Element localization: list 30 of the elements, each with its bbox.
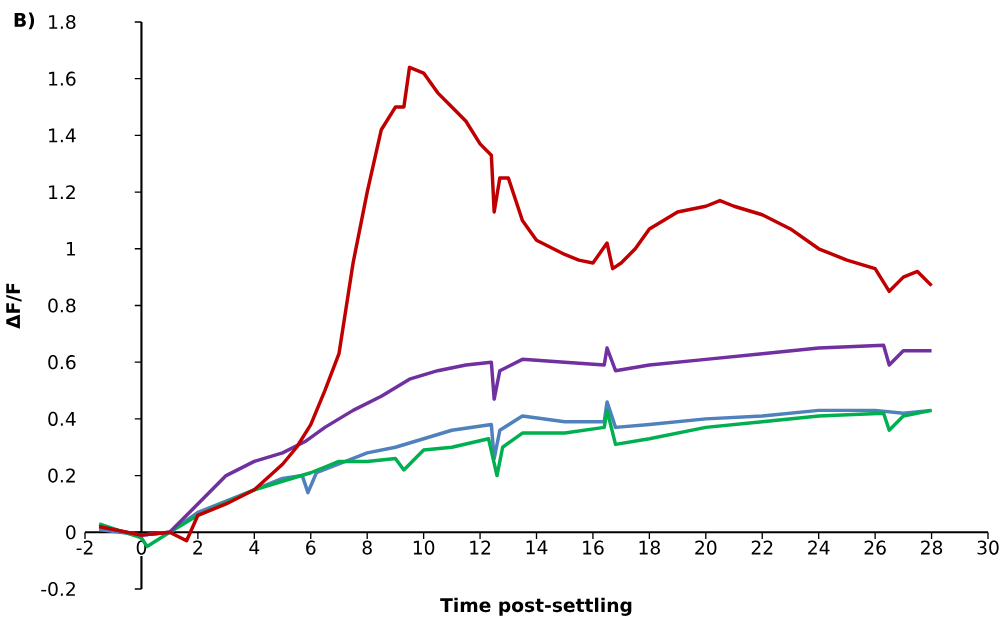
y-tick-label: 1 <box>66 241 76 256</box>
x-tick-label: 8 <box>362 540 372 555</box>
x-tick-label: 16 <box>583 540 604 555</box>
x-axis-title: Time post-settling <box>440 597 632 616</box>
x-tick-label: 24 <box>808 540 830 555</box>
x-tick-label: -2 <box>76 540 93 555</box>
text: B) <box>14 12 35 30</box>
y-tick-label: 0 <box>66 525 76 540</box>
y-tick-label: -0.2 <box>41 581 75 597</box>
x-tick-label: 30 <box>977 540 999 555</box>
x-tick-label: 22 <box>751 540 773 555</box>
y-tick-label: 1.6 <box>49 71 76 86</box>
x-tick-label: 4 <box>249 540 260 555</box>
y-tick-label: 0.8 <box>48 298 76 313</box>
x-tick-label: 18 <box>639 540 660 555</box>
x-tick-label: 10 <box>413 540 435 555</box>
x-tick-label: 28 <box>921 540 943 555</box>
x-tick-label: 2 <box>193 540 202 555</box>
y-tick-label: 0.6 <box>48 355 76 370</box>
y-tick-label: 0.4 <box>48 411 76 426</box>
y-tick-label: 1.2 <box>49 185 75 200</box>
x-tick-label: 20 <box>695 540 717 555</box>
x-tick-label: 6 <box>306 540 316 555</box>
y-tick-label: 1.4 <box>49 128 76 143</box>
y-tick-label: 0.2 <box>48 468 75 483</box>
x-tick-label: 14 <box>526 540 548 555</box>
x-tick-label: 12 <box>470 540 491 555</box>
y-tick-label: 1.8 <box>49 14 76 30</box>
y-axis-title: ΔF/F <box>6 283 22 329</box>
x-tick-label: 26 <box>864 540 886 555</box>
